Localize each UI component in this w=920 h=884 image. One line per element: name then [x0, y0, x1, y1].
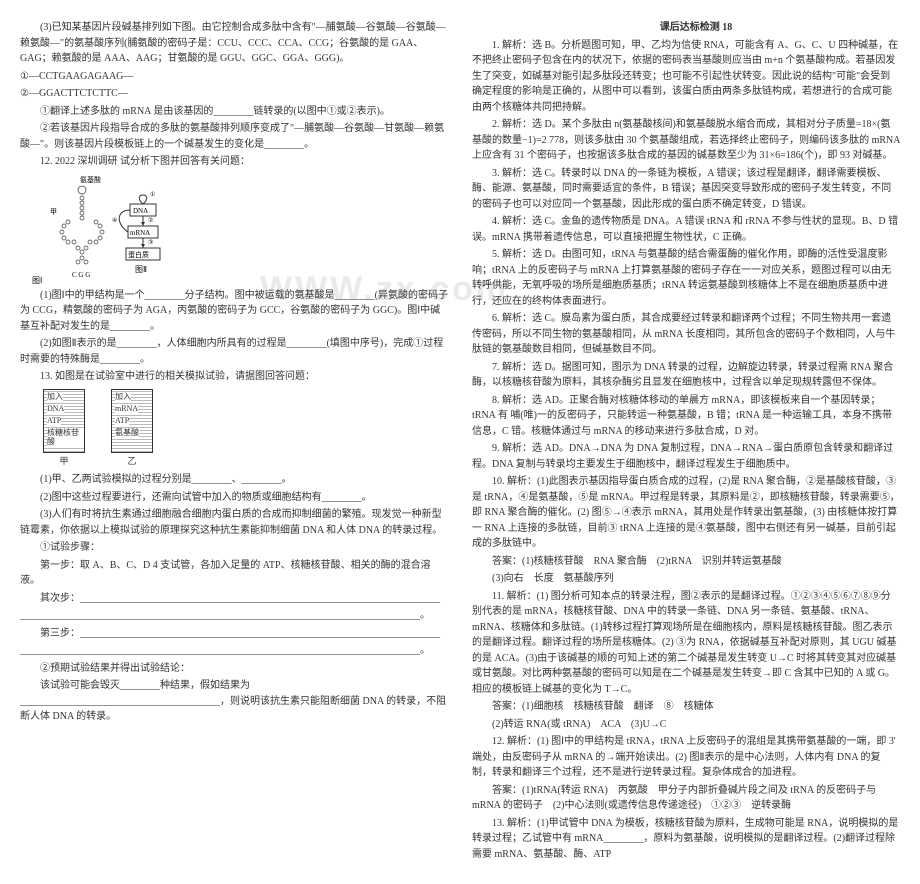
step3b: ________________________________________…: [20, 643, 448, 659]
ans7: 7. 解析：选 D。据图可知，图示为 DNA 转录的过程，边解旋边转录，转录过程…: [472, 360, 900, 391]
q11-sub1: ①翻译上述多肽的 mRNA 是由该基因的________链转录的(以图中①或②表…: [20, 104, 448, 120]
answers-header: 课后达标检测 18: [472, 20, 900, 36]
q13-3: (3)人们有时将抗生素通过细胞融合细胞内蛋白质的合成而抑制细菌的繁殖。现发觉一种…: [20, 507, 448, 538]
tube-a-l2: DNA: [47, 404, 64, 414]
ans4: 4. 解析：选 C。金鱼的遗传物质是 DNA。A 错误 tRNA 和 rRNA …: [472, 214, 900, 245]
q13-2: (2)图中这些过程要进行，还需向试管中加入的物质或细胞结构有________。: [20, 490, 448, 506]
q11-part3: (3)已知某基因片段碱基排列如下图。由它控制合成多肽中含有"—脯氨酸—谷氨酸—谷…: [20, 20, 448, 67]
svg-text:④: ④: [112, 217, 117, 224]
ans12a: 12. 解析：(1) 图Ⅰ中的甲结构是 tRNA，tRNA 上反密码子的混组是其…: [472, 734, 900, 781]
seq-bot: ②—GGACTTCTCTTC—: [20, 86, 448, 102]
page-columns: (3)已知某基因片段碱基排列如下图。由它控制合成多肽中含有"—脯氨酸—谷氨酸—谷…: [20, 20, 900, 864]
expect-head: ②预期试验结果并得出试验结论：: [20, 661, 448, 677]
fig-right-caption: 图Ⅱ: [135, 265, 147, 274]
tube-a-caption: 甲: [40, 455, 88, 469]
label-aa: 氨基酸: [80, 175, 101, 184]
ans1: 1. 解析：选 B。分析题图可知，甲、乙均为信使 RNA，可能含有 A、G、C、…: [472, 38, 900, 116]
tube-a-l4: 核糖核苷酸: [47, 428, 84, 447]
tube-b-l4: 氨基酸: [115, 428, 139, 438]
ans10b: 答案：(1)核糖核苷酸 RNA 聚合酶 (2)tRNA 识别并转运氨基酸: [472, 554, 900, 570]
step1: 第一步：取 A、B、C、D 4 支试管，各加入足量的 ATP、核糖核苷酸、相关的…: [20, 558, 448, 589]
tube-b-caption: 乙: [108, 455, 156, 469]
tube-b-l2: mRNA: [115, 404, 138, 414]
ans10a: 10. 解析：(1)此图表示基因指导蛋白质合成的过程，(2)是 RNA 聚合酶，…: [472, 474, 900, 552]
right-column: 课后达标检测 18 1. 解析：选 B。分析题图可知，甲、乙均为信使 RNA，可…: [472, 20, 900, 864]
step3a: 第三步：____________________________________…: [20, 626, 448, 642]
svg-text:甲: 甲: [50, 208, 57, 216]
ans11c: (2)转运 RNA(或 tRNA) ACA (3)U→C: [472, 717, 900, 733]
step2b: ________________________________________…: [20, 608, 448, 624]
seq-top: ①—CCTGAAGAGAAG—: [20, 69, 448, 85]
tube-b-l3: ATP: [115, 416, 129, 426]
left-column: (3)已知某基因片段碱基排列如下图。由它控制合成多肽中含有"—脯氨酸—谷氨酸—谷…: [20, 20, 448, 864]
svg-text:蛋白质: 蛋白质: [128, 250, 149, 259]
ans13: 13. 解析：(1)甲试管中 DNA 为模板，核糖核苷酸为原料，生成物可能是 R…: [472, 816, 900, 863]
q12-2: (2)如图Ⅱ表示的是________，人体细胞内所具有的过程是________(…: [20, 336, 448, 367]
q13-stem: 13. 如图是在试验室中进行的相关模拟试验，请据图回答问题：: [20, 369, 448, 385]
ans8: 8. 解析：选 AD。正聚合酶对核糖体移动的单晨方 mRNA，即该模板来自一个基…: [472, 393, 900, 440]
ans9: 9. 解析：选 AD。DNA→DNA 为 DNA 复制过程，DNA→RNA→蛋白…: [472, 441, 900, 472]
q13-1: (1)甲、乙两试验模拟的过程分别是________、________。: [20, 472, 448, 488]
q11-sub2: ②若该基因片段指导合成的多肽的氨基酸排列顺序变成了"—脯氨酸—谷氨酸—甘氨酸—赖…: [20, 121, 448, 152]
expect-body: 该试验可能会毁灭________种结果，假如结果为_______________…: [20, 678, 448, 725]
ans5: 5. 解析：选 D。由图可知，tRNA 与氨基酸的结合需蛋酶的催化作用，即酶的活…: [472, 247, 900, 309]
ans11a: 11. 解析：(1) 图分析可知本点的转录注程，图②表示的是翻译过程。①②③④⑤…: [472, 589, 900, 698]
test-tubes: 加入 DNA ATP 核糖核苷酸 甲 加入 mRNA ATP 氨基酸 乙: [40, 389, 448, 469]
tube-b: 加入 mRNA ATP 氨基酸 乙: [108, 389, 156, 469]
svg-text:③: ③: [148, 239, 153, 246]
tube-b-l1: 加入: [115, 392, 131, 402]
ans12b: 答案：(1)tRNA(转运 RNA) 丙氨酸 甲分子内部折叠碱片段之间及 tRN…: [472, 783, 900, 814]
svg-text:①: ①: [150, 191, 155, 198]
figure-row: 氨基酸 甲 C G G 图Ⅰ: [20, 174, 448, 284]
tube-a: 加入 DNA ATP 核糖核苷酸 甲: [40, 389, 88, 469]
step2a: 其次步：____________________________________…: [20, 591, 448, 607]
fig-left-caption: 图Ⅰ: [32, 276, 42, 284]
ans3: 3. 解析：选 C。转录时以 DNA 的一条链为模板，A 错误；该过程是翻译，翻…: [472, 166, 900, 213]
svg-text:mRNA: mRNA: [130, 229, 150, 237]
q13-steps: ①试验步骤：: [20, 540, 448, 556]
svg-text:②: ②: [148, 217, 153, 224]
ans2: 2. 解析：选 D。某个多肽由 n(氨基酸核间)和氨基酸脱水缩合而成，其相对分子…: [472, 117, 900, 164]
tube-a-l3: ATP: [47, 416, 61, 426]
svg-text:C G G: C G G: [72, 271, 90, 279]
ans10c: (3)向右 长度 氨基酸序列: [472, 571, 900, 587]
ans6: 6. 解析：选 C。膜岛素为蛋白质，其合成要经过转录和翻译两个过程；不同生物共用…: [472, 311, 900, 358]
svg-text:DNA: DNA: [133, 207, 148, 215]
ans11b: 答案：(1)细胞核 核糖核苷酸 翻译 ⑧ 核糖体: [472, 699, 900, 715]
q12-1: (1)图Ⅰ中的甲结构是一个________分子结构。图中被运载的氨基酸是____…: [20, 288, 448, 335]
q12-stem: 12. 2022 深圳调研 试分析下图并回答有关问题：: [20, 154, 448, 170]
tube-a-l1: 加入: [47, 392, 63, 402]
trna-figure: 氨基酸 甲 C G G 图Ⅰ: [20, 174, 200, 284]
